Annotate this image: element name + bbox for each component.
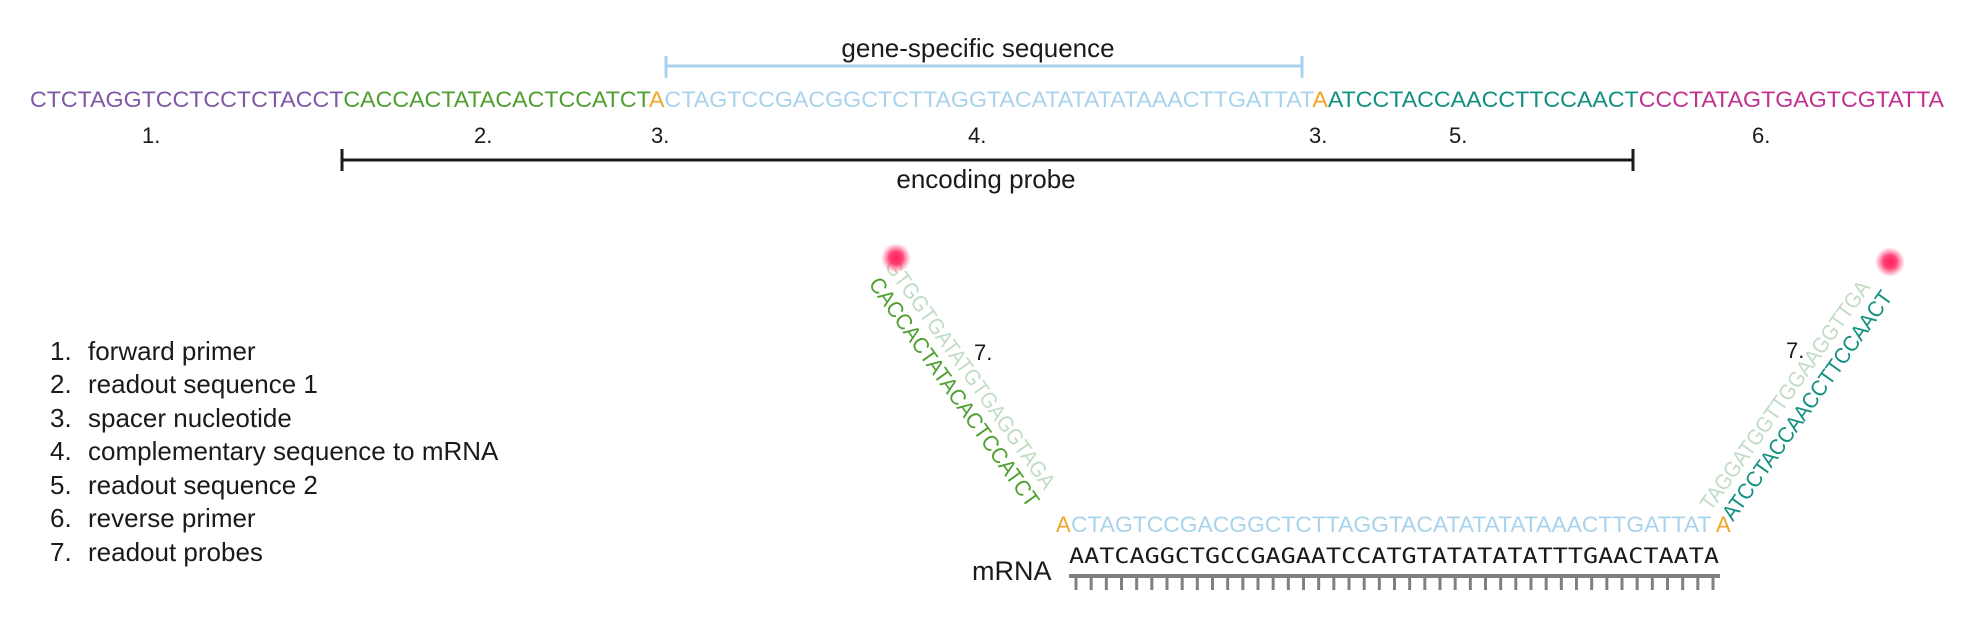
readout-1-seq: CACCACTATACACTCCATCT bbox=[343, 87, 651, 112]
left-readout-probe: GTGGTGATATGTGAGGTAGA bbox=[880, 254, 1061, 493]
readout-2-seq: ATCCTACCAACCTTCCAACT bbox=[1328, 87, 1639, 112]
reverse-primer-seq: CCCTATAGTGAGTCGTATTA bbox=[1639, 87, 1944, 112]
mrna-ticks bbox=[1074, 576, 1715, 590]
legend-number: 4. bbox=[50, 436, 72, 466]
forward-primer-seq: CTCTAGGTCCTCCTCTACCT bbox=[30, 87, 344, 112]
legend-item: 1. forward primer bbox=[50, 336, 256, 366]
region-number: 6. bbox=[1752, 123, 1770, 148]
region-number: 3. bbox=[651, 123, 669, 148]
right-readout-arm: ATCCTACCAACCTTCCAACT bbox=[1717, 286, 1898, 525]
gene-specific-label: gene-specific sequence bbox=[841, 33, 1114, 63]
bound-spacer-left: A bbox=[1056, 512, 1071, 537]
region-number: 2. bbox=[474, 123, 492, 148]
legend-item: 7. readout probes bbox=[50, 537, 263, 567]
legend-text: complementary sequence to mRNA bbox=[88, 436, 499, 466]
left-fluorophore bbox=[881, 243, 911, 273]
encoding-probe-label: encoding probe bbox=[896, 164, 1075, 194]
spacer-right-seq: A bbox=[1312, 87, 1327, 112]
legend-item: 3. spacer nucleotide bbox=[50, 403, 292, 433]
gene-specific-seq: CTAGTCCGACGGCTCTTAGGTACATATATATAAACTTGAT… bbox=[665, 87, 1315, 112]
bound-probe-sequence: A CTAGTCCGACGGCTCTTAGGTACATATATATAAACTTG… bbox=[1056, 512, 1731, 537]
region-numbers: 1. 2. 3. 4. 3. 5. 6. bbox=[142, 123, 1770, 148]
legend-item: 2. readout sequence 1 bbox=[50, 369, 318, 399]
right-fluorophore bbox=[1875, 247, 1905, 277]
left-readout-arm: CACCACTATACACTCCATCT bbox=[864, 272, 1045, 511]
bound-gene-specific-seq: CTAGTCCGACGGCTCTTAGGTACATATATATAAACTTGAT… bbox=[1071, 512, 1711, 537]
region-number: 1. bbox=[142, 123, 160, 148]
legend: 1. forward primer 2. readout sequence 1 … bbox=[50, 336, 499, 567]
region-number: 4. bbox=[968, 123, 986, 148]
encoding-probe-bracket: encoding probe bbox=[340, 149, 1635, 194]
legend-number: 1. bbox=[50, 336, 72, 366]
bound-spacer-right: A bbox=[1716, 512, 1731, 537]
top-construct: gene-specific sequence CTCTAGGTCCTCCTCTA… bbox=[30, 33, 1944, 194]
spacer-left-seq: A bbox=[649, 87, 664, 112]
gene-specific-bracket: gene-specific sequence bbox=[664, 33, 1304, 78]
legend-number: 2. bbox=[50, 369, 72, 399]
legend-item: 6. reverse primer bbox=[50, 503, 256, 533]
hybridization-diagram: A CTAGTCCGACGGCTCTTAGGTACATATATATAAACTTG… bbox=[864, 243, 1905, 590]
legend-text: readout sequence 2 bbox=[88, 470, 318, 500]
legend-text: forward primer bbox=[88, 336, 256, 366]
mrna-sequence: AATCAGGCTGCCGAGAATCCATGTATATATATTTGAACTA… bbox=[1069, 544, 1719, 568]
legend-number: 6. bbox=[50, 503, 72, 533]
right-readout-probe-number: 7. bbox=[1786, 338, 1804, 363]
left-readout-probe-number: 7. bbox=[974, 340, 992, 365]
legend-number: 3. bbox=[50, 403, 72, 433]
legend-text: readout probes bbox=[88, 537, 263, 567]
legend-text: spacer nucleotide bbox=[88, 403, 292, 433]
top-sequence: CTCTAGGTCCTCCTCTACCT CACCACTATACACTCCATCT… bbox=[30, 87, 1944, 112]
legend-number: 5. bbox=[50, 470, 72, 500]
legend-number: 7. bbox=[50, 537, 72, 567]
mrna-label: mRNA bbox=[972, 556, 1052, 586]
legend-text: reverse primer bbox=[88, 503, 256, 533]
right-readout-probe: TAGGATGGTTGGAAGGTTGA bbox=[1695, 275, 1876, 514]
region-number: 5. bbox=[1449, 123, 1467, 148]
region-number: 3. bbox=[1309, 123, 1327, 148]
legend-item: 5. readout sequence 2 bbox=[50, 470, 318, 500]
legend-item: 4. complementary sequence to mRNA bbox=[50, 436, 499, 466]
legend-text: readout sequence 1 bbox=[88, 369, 318, 399]
